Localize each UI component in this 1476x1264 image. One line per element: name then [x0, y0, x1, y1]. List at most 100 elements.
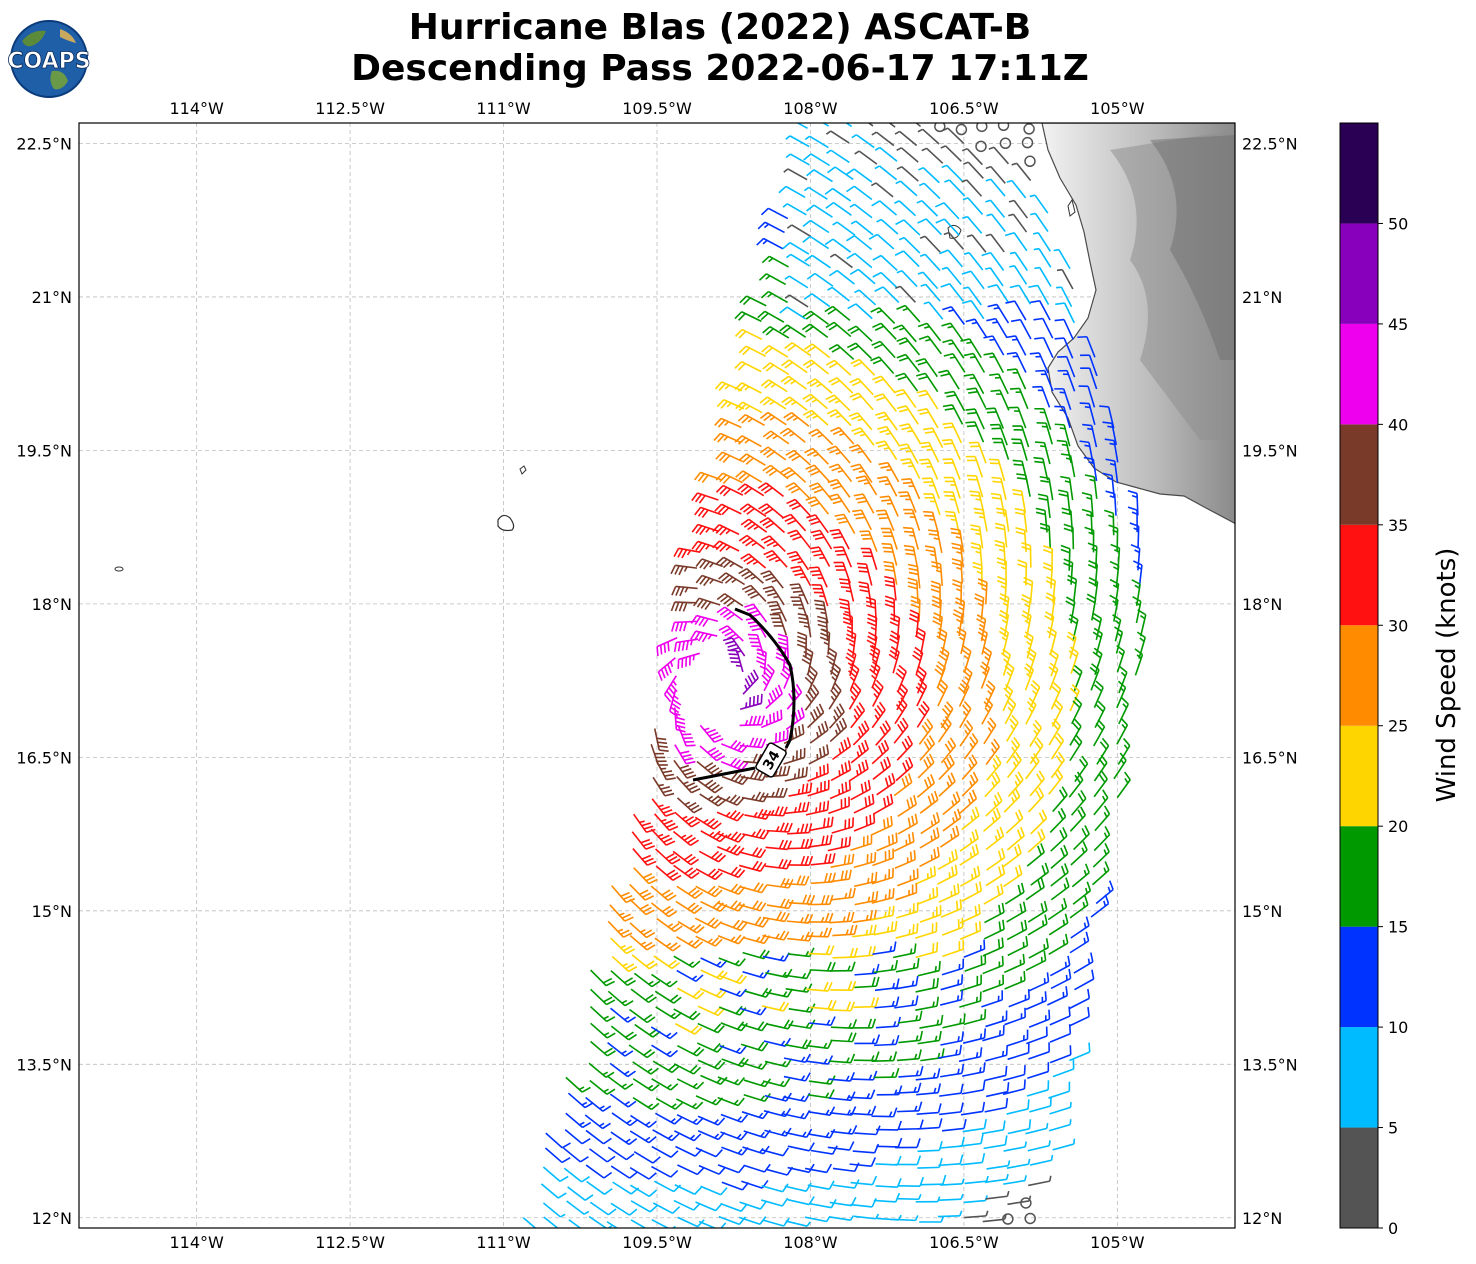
lat-label-right: 16.5°N: [1242, 748, 1298, 767]
island-isabel: [1067, 198, 1076, 217]
wind-barb: [785, 1128, 813, 1139]
wind-barb: [850, 463, 873, 483]
lon-label-bottom: 111°W: [476, 1233, 531, 1252]
wind-barb: [589, 1201, 617, 1216]
wind-barb: [743, 1163, 771, 1173]
wind-barb: [740, 769, 768, 782]
wind-barb: [828, 1215, 855, 1221]
wind-barb: [810, 999, 837, 1011]
wind-barb: [829, 1091, 856, 1102]
wind-barb: [919, 827, 940, 849]
lon-label-bottom: 109.5°W: [622, 1233, 692, 1252]
wind-barb: [806, 169, 833, 183]
wind-barb: [956, 626, 967, 655]
wind-barb: [846, 252, 873, 269]
wind-barb: [876, 773, 896, 796]
wind-barb: [807, 779, 830, 797]
wind-barb: [694, 471, 722, 484]
wind-barb: [1028, 1009, 1051, 1029]
wind-barb: [1023, 123, 1035, 135]
wind-barb: [1127, 506, 1138, 533]
wind-barb: [674, 1130, 702, 1142]
wind-barb: [1082, 423, 1098, 448]
wind-barb: [894, 130, 918, 147]
wind-barb: [1028, 1175, 1052, 1187]
wind-barb: [1068, 1007, 1090, 1027]
wind-barb: [1048, 1119, 1072, 1132]
wind-barb: [610, 1025, 637, 1041]
wind-barb: [960, 1101, 986, 1116]
wind-barb: [964, 954, 987, 972]
wind-barb: [828, 343, 855, 360]
wind-barb: [1011, 438, 1028, 461]
wind-barb: [1118, 696, 1130, 725]
wind-barb: [788, 894, 816, 905]
wind-barb: [852, 909, 877, 924]
wind-barb: [1050, 877, 1070, 901]
wind-barb: [952, 609, 963, 636]
wind-barb: [875, 1155, 902, 1166]
wind-barb: [759, 517, 785, 534]
wind-barb: [961, 771, 979, 797]
wind-barb: [740, 882, 768, 894]
wind-barb: [1008, 213, 1028, 233]
wind-barb: [944, 390, 966, 412]
wind-barb: [741, 916, 770, 928]
wind-barb: [766, 877, 794, 889]
wind-barb: [742, 828, 770, 840]
wind-barb: [986, 213, 1006, 232]
wind-barb: [1057, 355, 1076, 378]
wind-barb: [1024, 1212, 1036, 1225]
wind-barb: [717, 1076, 746, 1086]
wind-barb: [1069, 988, 1091, 1010]
colorbar-segment-8: [1340, 323, 1378, 425]
wind-barb: [872, 375, 896, 394]
wind-barb: [873, 959, 899, 974]
wind-barb: [716, 593, 744, 607]
wind-barb: [785, 983, 813, 993]
wind-barb: [937, 849, 958, 871]
wind-barb: [894, 697, 908, 725]
wind-barb: [715, 484, 744, 497]
wind-barb: [743, 1093, 771, 1102]
wind-barb: [853, 1213, 880, 1220]
wind-barb: [907, 563, 921, 589]
wind-barb: [586, 1180, 613, 1195]
wind-barb: [850, 702, 866, 729]
wind-barb: [764, 858, 792, 870]
colorbar-tick-label: 30: [1388, 616, 1408, 635]
wind-barb: [832, 947, 859, 959]
wind-barb: [827, 478, 851, 498]
wind-barb: [1007, 1119, 1032, 1135]
colorbar-segment-1: [1340, 1027, 1378, 1128]
wind-barb: [917, 753, 935, 779]
wind-barb: [962, 1118, 987, 1133]
wind-barb: [1003, 844, 1022, 868]
wind-barb: [893, 717, 909, 744]
wind-barb: [854, 871, 878, 888]
wind-barb: [718, 957, 746, 967]
wind-barb: [1033, 317, 1054, 339]
wind-barb: [1030, 809, 1048, 835]
wind-barb: [786, 550, 810, 571]
wind-barb: [939, 1063, 965, 1078]
chart-title-line-1: Hurricane Blas (2022) ASCAT-B: [408, 7, 1032, 48]
wind-barb: [919, 790, 939, 814]
wind-barb: [927, 529, 943, 554]
wind-barb: [826, 408, 852, 427]
wind-barb: [1049, 807, 1067, 833]
wind-barb: [889, 613, 901, 640]
wind-barb: [656, 917, 683, 933]
wind-barb: [757, 221, 785, 234]
wind-barb: [1074, 969, 1095, 991]
wind-barb: [854, 890, 879, 906]
wind-barb: [985, 407, 1005, 429]
wind-barb: [590, 1040, 616, 1057]
lat-label-left: 22.5°N: [16, 134, 72, 153]
wind-barb: [919, 253, 941, 272]
wind-barb: [808, 1106, 836, 1116]
wind-barb: [734, 360, 762, 373]
wind-barb: [762, 362, 790, 376]
wind-barb: [717, 831, 746, 843]
wind-barb: [970, 542, 983, 568]
